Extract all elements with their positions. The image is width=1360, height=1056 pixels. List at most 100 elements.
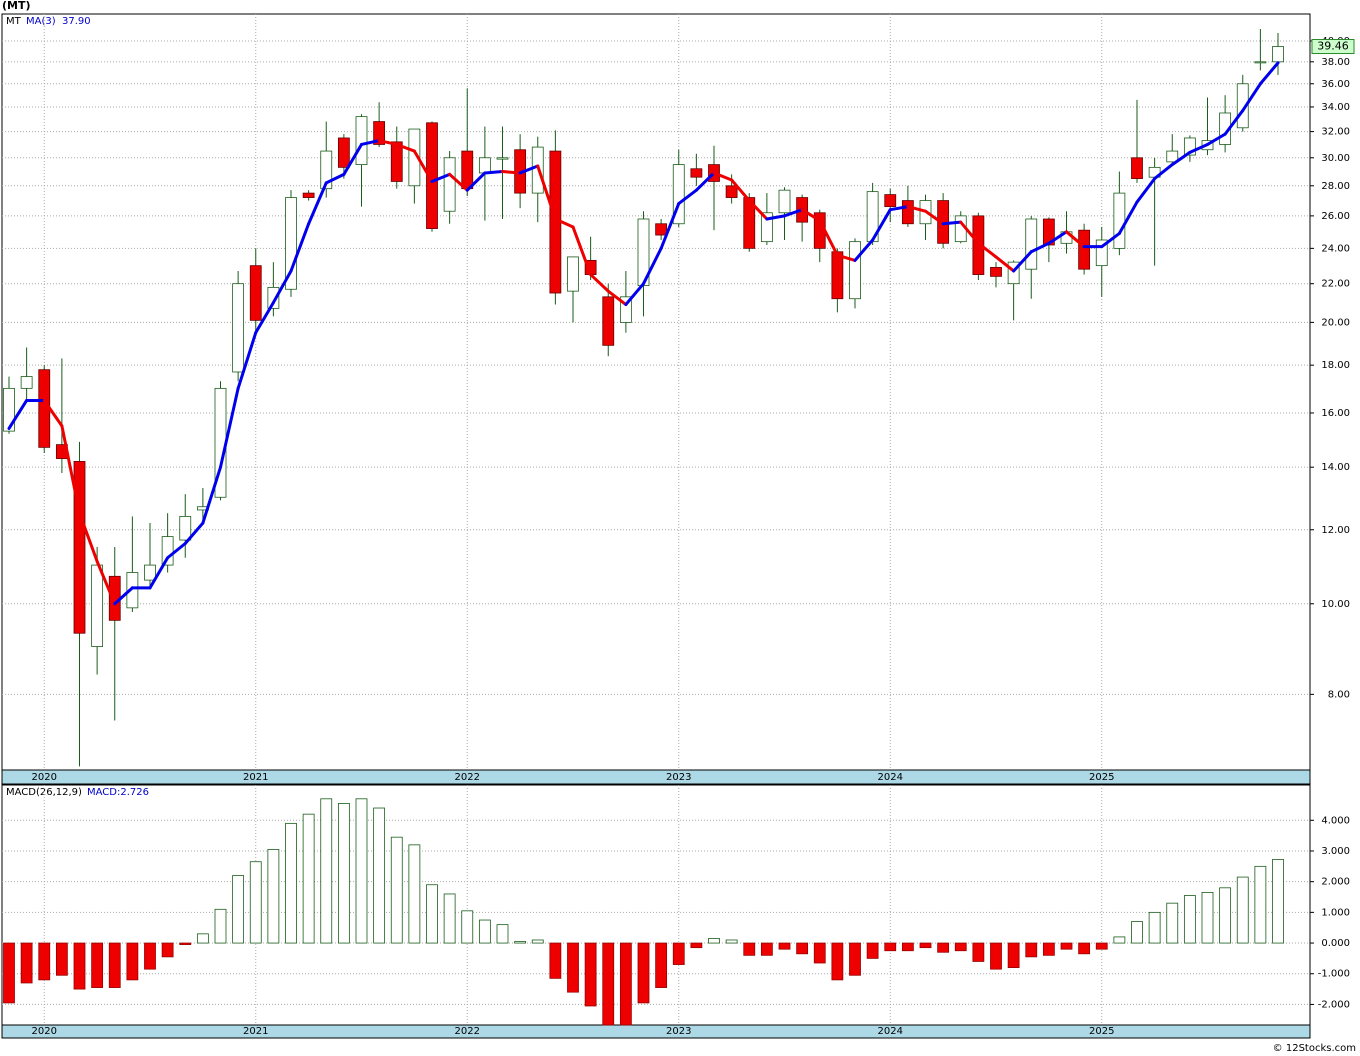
candle-body (760, 212, 773, 243)
ma-segment (1065, 230, 1086, 249)
ma-segment (765, 214, 786, 221)
ma-segment (924, 209, 945, 226)
candle-body (426, 122, 438, 229)
macd-bar (690, 942, 703, 949)
macd-bar (884, 942, 897, 952)
macd-bar (531, 939, 544, 944)
y-tick-label: 12.00 (1321, 525, 1350, 536)
macd-bar (567, 942, 579, 993)
ticker: MT (6, 16, 22, 27)
ma-segment (642, 246, 663, 286)
ma-segment (906, 205, 927, 213)
ma-segment (1170, 150, 1192, 167)
ma-segment (1117, 200, 1139, 235)
macd-bar (1060, 942, 1073, 950)
macd-bar (1148, 911, 1161, 944)
macd-bar (1095, 942, 1108, 950)
ma-segment (1047, 230, 1068, 245)
ma-label: 37.90 (62, 16, 91, 27)
macd-bar (796, 942, 809, 955)
macd-bar (743, 942, 756, 956)
macd-bar (637, 942, 650, 1004)
macd-bar (972, 942, 985, 962)
ma-segment (148, 556, 170, 590)
macd-bar (355, 798, 368, 944)
macd-bar (1183, 895, 1196, 944)
macd-bar (3, 942, 15, 1004)
macd-bar (1254, 865, 1267, 944)
macd-bar (38, 942, 51, 981)
candle-body (144, 564, 156, 581)
last-price-box (1311, 39, 1355, 55)
candle-body (849, 241, 861, 300)
ma-segment (835, 253, 857, 262)
ma-segment (818, 219, 839, 257)
candle-body (267, 286, 280, 309)
macd-bar (373, 807, 386, 944)
macd-bar (813, 942, 826, 964)
ma-segment (236, 331, 258, 390)
macd-bar (778, 942, 791, 950)
candle-body (461, 150, 474, 190)
macd-bar (1007, 942, 1020, 969)
ma-segment (518, 164, 540, 175)
y-tick-label: 4.000 (1321, 815, 1350, 826)
ma-segment (536, 164, 557, 221)
ma-segment (219, 386, 240, 469)
ma-segment (1135, 177, 1157, 204)
macd-bar (302, 813, 315, 944)
candle-body (1166, 150, 1179, 163)
candle-body (1183, 137, 1196, 156)
macd-bar (655, 942, 668, 988)
candle-body (672, 164, 685, 225)
macd-bar (672, 942, 685, 965)
ma-segment (730, 178, 751, 203)
candle-body (990, 267, 1002, 277)
macd-bar (1166, 902, 1179, 944)
candle-body (655, 223, 668, 236)
macd-bar (337, 803, 350, 944)
y-tick-label: 22.00 (1321, 279, 1350, 290)
macd-bar (619, 942, 632, 1026)
ma-segment (747, 199, 769, 221)
candle-body (725, 185, 738, 198)
y-tick-label: 38.00 (1321, 57, 1350, 68)
macd-bar (20, 942, 33, 984)
candle-body (355, 116, 368, 166)
candle-body (778, 189, 791, 214)
macd-bar (443, 893, 456, 944)
macd-bar (1131, 921, 1143, 944)
macd-bar (179, 942, 192, 945)
macd-label: MACD:2.726 (87, 787, 149, 798)
macd-panel (1, 784, 1311, 1026)
ma-segment (7, 398, 29, 430)
candle-body (20, 376, 33, 389)
macd-name: MACD(26,12,9) (6, 787, 82, 798)
ma-segment (1258, 61, 1280, 86)
x-tick-label: 2024 (878, 1026, 903, 1037)
ma-segment (360, 139, 381, 146)
x-tick-label: 2025 (1089, 772, 1114, 783)
y-tick-label: 18.00 (1321, 360, 1350, 371)
macd-bar (161, 942, 174, 958)
y-tick-label: 24.00 (1321, 243, 1350, 254)
ma-segment (430, 172, 452, 183)
macd-bar (725, 939, 738, 944)
footer: © 12Stocks.com (1273, 1043, 1356, 1054)
macd-bar (760, 942, 773, 956)
macd-bar (91, 942, 104, 988)
macd-bar (267, 849, 280, 944)
ma-segment (694, 171, 716, 192)
ma-segment (1153, 163, 1174, 181)
y-tick-label: -2.000 (1318, 999, 1350, 1010)
macd-bar (901, 942, 914, 952)
y-tick-label: 32.00 (1321, 127, 1350, 138)
y-tick-label: 36.00 (1321, 79, 1350, 90)
candle-body (1131, 157, 1143, 180)
x-tick-label: 2021 (243, 1026, 268, 1037)
candle-body (743, 197, 756, 249)
candle-body (302, 192, 315, 198)
ma-segment (589, 273, 610, 293)
ma-segment (1029, 241, 1051, 254)
macd-bar (708, 938, 720, 944)
